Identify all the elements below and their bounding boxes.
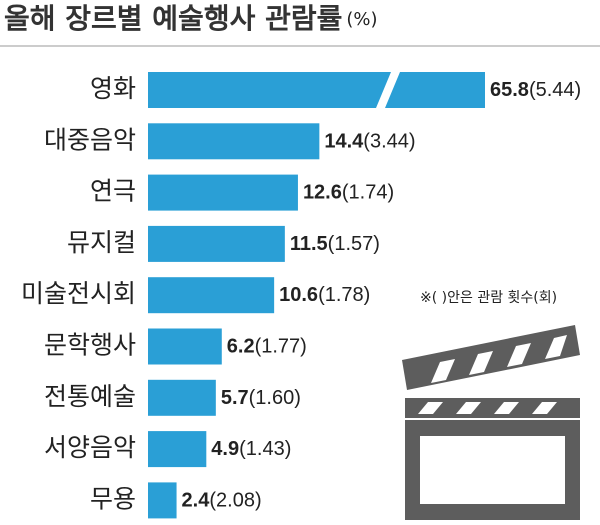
category-label: 무용 — [90, 484, 136, 513]
value-label: 4.9 — [211, 438, 239, 460]
chart-title: 올해 장르별 예술행사 관람률 (%) — [4, 2, 378, 35]
count-label: (1.57) — [328, 233, 380, 255]
value-label: 6.2 — [227, 336, 255, 358]
bar — [148, 225, 285, 262]
unit: (%) — [346, 9, 377, 30]
value-label-group: 4.9(1.43) — [211, 438, 291, 460]
bar — [148, 431, 207, 468]
category-label: 미술전시회 — [21, 279, 136, 308]
category-label: 전통예술 — [44, 382, 136, 411]
bar — [148, 174, 298, 211]
value-label: 11.5 — [290, 233, 328, 255]
value-label: 14.4 — [324, 131, 364, 153]
count-label: (2.08) — [209, 490, 261, 512]
bar — [148, 379, 216, 416]
category-label: 대중음악 — [44, 125, 136, 154]
category-label: 뮤지컬 — [67, 228, 136, 257]
bar — [148, 123, 320, 160]
bar-break — [385, 72, 485, 108]
bar — [148, 72, 391, 108]
value-label: 65.8 — [490, 79, 529, 101]
bar — [148, 482, 177, 519]
count-label: (1.77) — [255, 336, 307, 358]
value-label-group: 12.6(1.74) — [303, 182, 394, 204]
bar — [148, 328, 222, 365]
value-label: 10.6 — [279, 284, 318, 306]
clapperboard-icon — [402, 325, 580, 520]
count-label: (1.78) — [318, 284, 370, 306]
category-label: 문학행사 — [44, 331, 136, 360]
title: 올해 장르별 예술행사 관람률 — [4, 2, 342, 35]
value-label-group: 65.8(5.44) — [490, 79, 581, 101]
count-label: (1.60) — [249, 387, 301, 409]
category-label: 영화 — [90, 74, 136, 103]
note: ※( )안은 관람 횟수(회) — [420, 290, 557, 306]
bar — [148, 277, 275, 314]
value-label-group: 5.7(1.60) — [221, 387, 301, 409]
count-label: (3.44) — [363, 131, 415, 153]
value-label: 5.7 — [221, 387, 249, 409]
value-label-group: 2.4(2.08) — [182, 490, 262, 512]
category-label: 연극 — [90, 177, 136, 206]
value-label: 12.6 — [303, 182, 342, 204]
value-label-group: 11.5(1.57) — [290, 233, 380, 255]
value-label: 2.4 — [182, 490, 211, 512]
category-label: 서양음악 — [44, 433, 136, 462]
count-label: (1.74) — [342, 182, 394, 204]
value-label-group: 14.4(3.44) — [324, 131, 415, 153]
value-label-group: 6.2(1.77) — [227, 336, 307, 358]
count-label: (1.43) — [239, 438, 291, 460]
count-label: (5.44) — [529, 79, 581, 101]
value-label-group: 10.6(1.78) — [279, 284, 370, 306]
